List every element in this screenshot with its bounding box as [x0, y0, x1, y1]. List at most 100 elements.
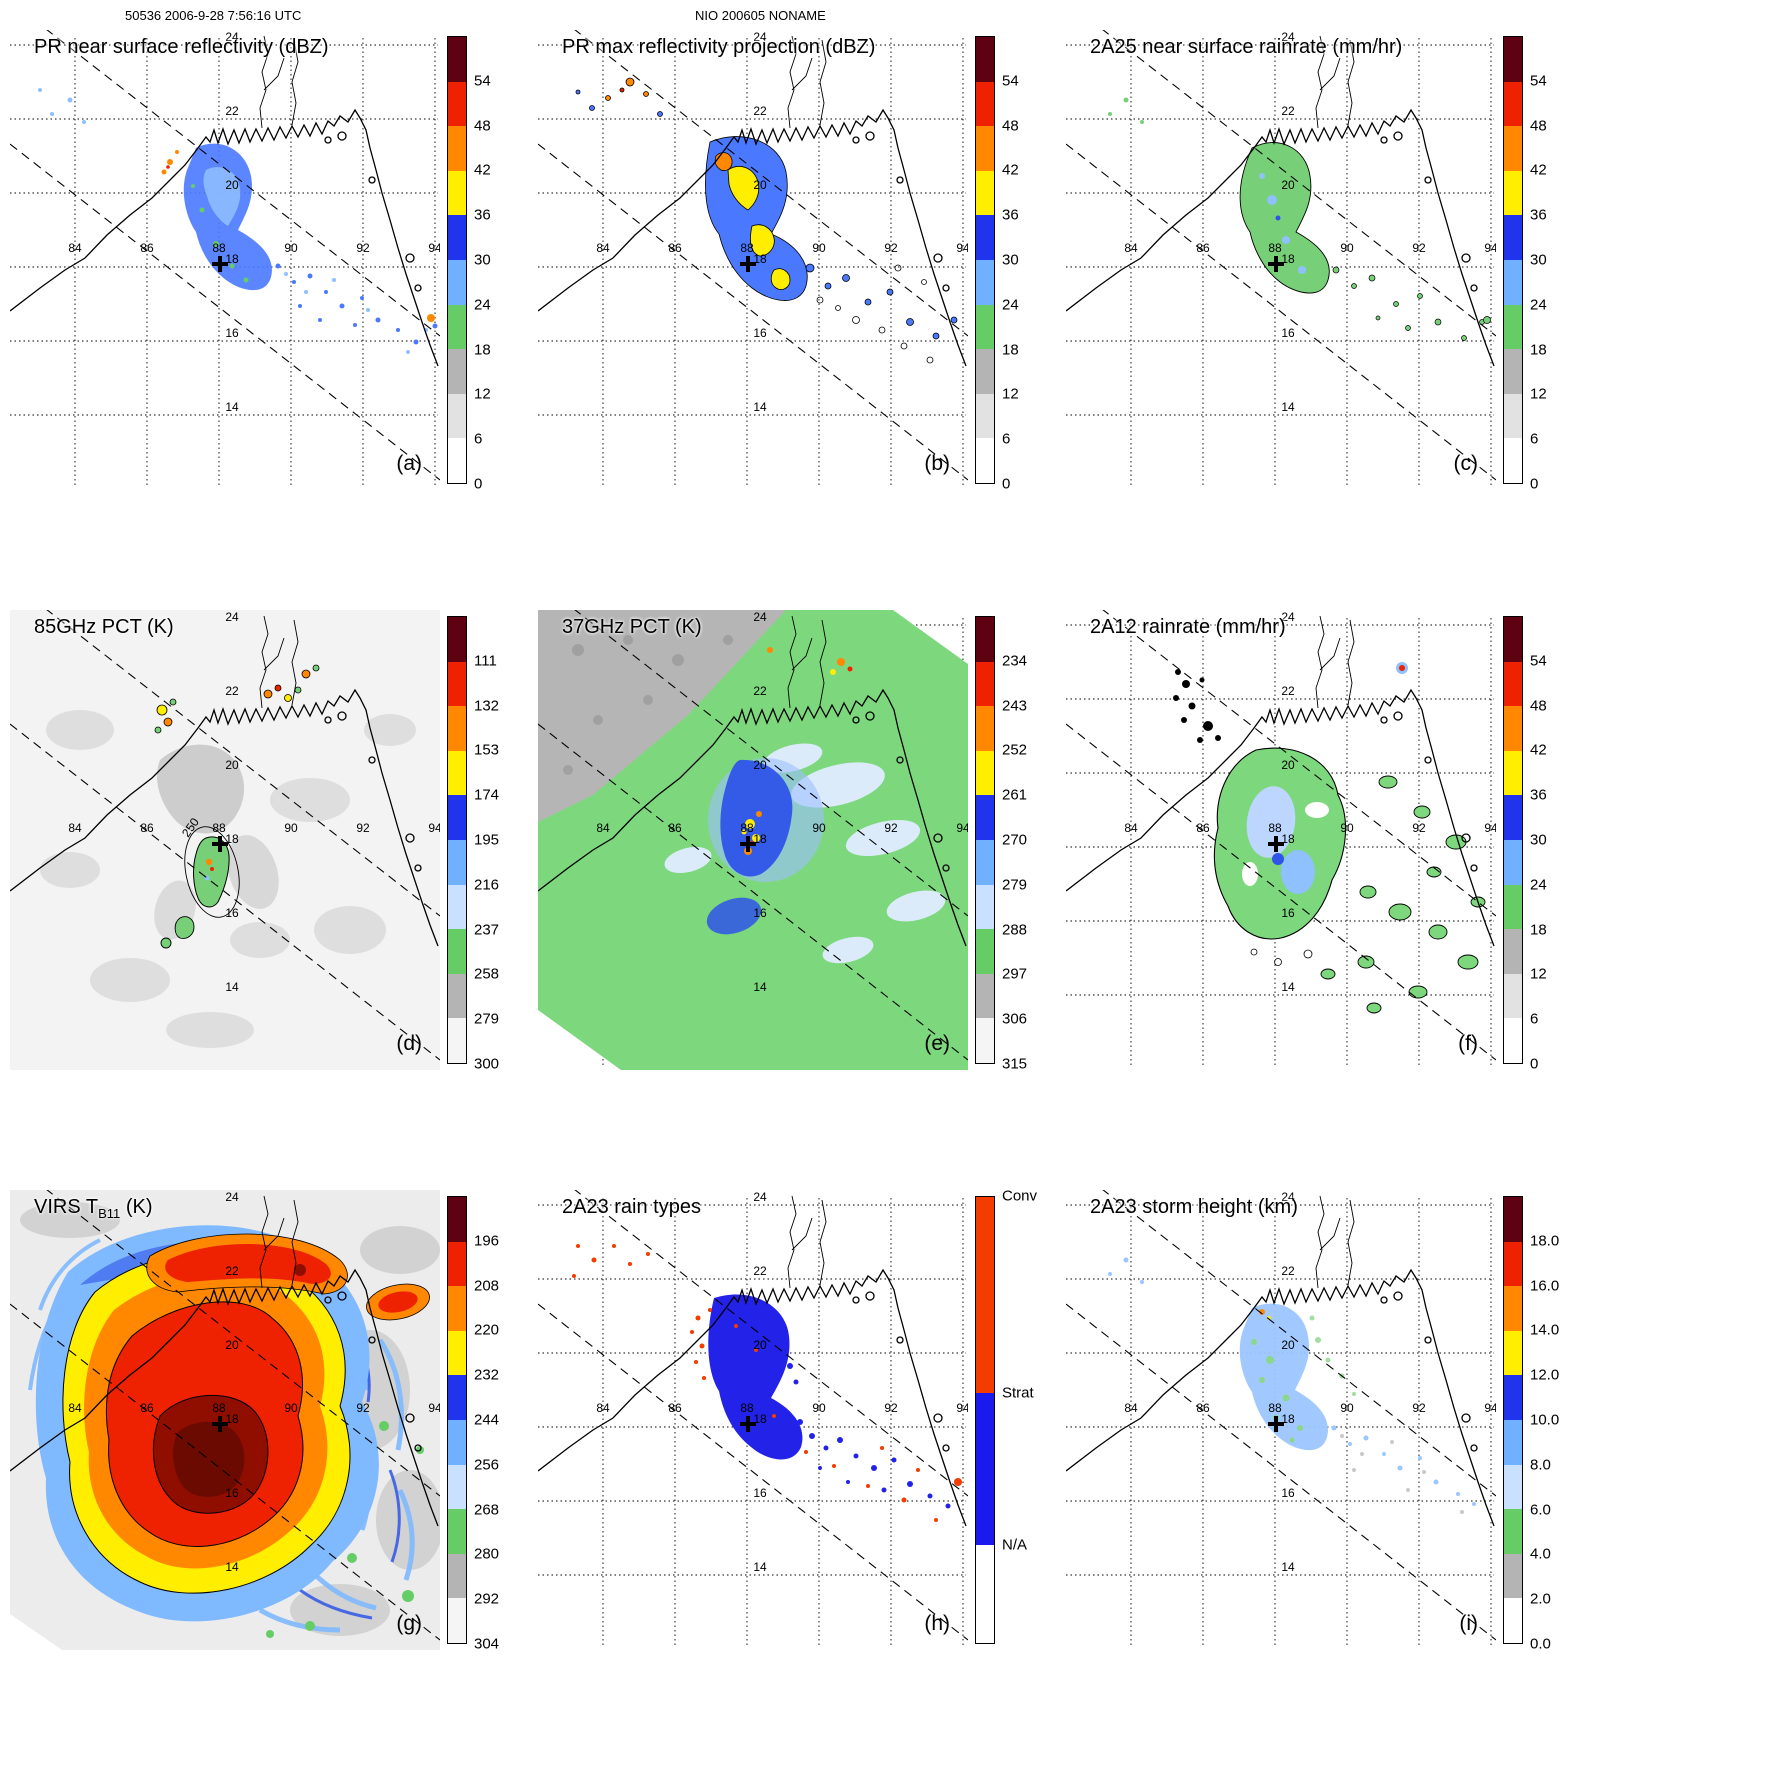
colorbar-tick: 8.0 [1530, 1456, 1551, 1474]
colorbar-segment [1504, 1375, 1522, 1420]
latitude-labels: 24 22 20 18 16 14 [1281, 30, 1295, 414]
colorbar-tick: 48 [474, 117, 491, 135]
colorbar-tick-labels: 196 208 220 232 244 256 268 280 292 304 [474, 1196, 532, 1652]
lon-label: 84 [68, 821, 82, 835]
panel-letter: (f) [1458, 1032, 1478, 1055]
colorbar-tick: 36 [1002, 206, 1019, 224]
panel-grid: 84 86 88 90 92 94 24 22 20 18 16 14 PR near surfac… [0, 30, 1771, 1770]
colorbar-tick-labels: 54 48 42 36 30 24 18 12 6 0 [1530, 616, 1588, 1072]
colorbar-segment [448, 1509, 466, 1554]
lat-label: 14 [225, 1560, 239, 1574]
colorbar-tick: 18 [1002, 341, 1019, 359]
lat-label: 24 [1281, 1190, 1295, 1204]
colorbar-segment [448, 393, 466, 439]
panel-letter: (g) [396, 1612, 422, 1635]
data-layer [38, 88, 438, 354]
colorbar-tick: 12 [1530, 385, 1547, 403]
latitude-labels: 24 22 20 18 16 14 [225, 1190, 239, 1574]
colorbar-segment [448, 884, 466, 930]
colorbar-tick: 12 [1002, 385, 1019, 403]
colorbar-segment [1504, 1464, 1522, 1510]
colorbar-scale [1503, 616, 1523, 1064]
colorbar-segment [976, 884, 994, 930]
colorbar-scale [447, 1196, 467, 1644]
colorbar-scale [975, 616, 995, 1064]
colorbar-segment [1504, 1598, 1522, 1643]
lat-label: 16 [225, 326, 239, 340]
lat-label: 20 [753, 758, 767, 772]
lat-label: 24 [753, 610, 767, 624]
colorbar-tick: 195 [474, 831, 500, 849]
colorbar-tick: 256 [474, 1456, 500, 1474]
colorbar-tick: 0 [1530, 1055, 1539, 1073]
lon-label: 90 [1340, 241, 1354, 255]
colorbar-segment [976, 259, 994, 305]
lon-label: 90 [1340, 821, 1354, 835]
lat-label: 16 [1281, 906, 1295, 920]
panel-title: VIRS TB11 (K) [34, 1196, 152, 1221]
colorbar-segment [448, 1286, 466, 1331]
colorbar-segment [448, 1375, 466, 1420]
lat-label: 22 [753, 104, 767, 118]
colorbar-tick: 12 [1530, 965, 1547, 983]
colorbar-tick: 252 [1002, 741, 1028, 759]
colorbar: 111 132 153 174 195 216 237 258 279 300 [447, 616, 533, 1073]
colorbar-segment [448, 617, 466, 662]
lon-label: 92 [1412, 1401, 1426, 1415]
colorbar-tick: 132 [474, 697, 500, 715]
panel-letter: (a) [396, 452, 422, 475]
lon-label: 88 [740, 241, 754, 255]
colorbar-segment [1504, 884, 1522, 930]
longitude-labels: 84 86 88 90 92 94 [1124, 821, 1496, 835]
colorbar-segment [976, 750, 994, 796]
colorbar-tick: 18 [474, 341, 491, 359]
lon-label: 84 [1124, 821, 1138, 835]
data-layer [572, 1244, 962, 1522]
colorbar-tick: 54 [1530, 72, 1547, 90]
lat-label: 22 [225, 104, 239, 118]
colorbar-tick: 4.0 [1530, 1545, 1551, 1563]
panel-title: 2A23 rain types [562, 1196, 701, 1218]
colorbar-tick: 0 [474, 475, 483, 493]
lon-label: 90 [284, 821, 298, 835]
panel-title: PR near surface reflectivity (dBZ) [34, 36, 329, 58]
panel-h: 84 86 88 90 92 94 24 22 20 18 16 14 2A23 rain type… [538, 1188, 1066, 1770]
lat-label: 20 [1281, 758, 1295, 772]
lat-label: 14 [753, 980, 767, 994]
colorbar-tick: 244 [474, 1411, 500, 1429]
colorbar-segment [448, 706, 466, 751]
lon-label: 90 [812, 821, 826, 835]
lon-label: 94 [956, 821, 968, 835]
map-area: 84 86 88 90 92 94 24 22 20 18 16 14 PR near surfac… [10, 30, 440, 490]
lat-label: 14 [753, 400, 767, 414]
colorbar-tick: 232 [474, 1366, 500, 1384]
panel-title: 85GHz PCT (K) [34, 616, 174, 638]
panel-letter: (c) [1453, 452, 1479, 475]
map-canvas: 84 86 88 90 92 94 24 22 20 18 16 14 [1066, 610, 1496, 1066]
colorbar-tick: 24 [1002, 296, 1019, 314]
lat-label: 22 [1281, 684, 1295, 698]
lon-label: 88 [212, 241, 226, 255]
lon-label: 92 [356, 1401, 370, 1415]
colorbar-tick: 6 [1530, 430, 1539, 448]
colorbar-tick: 24 [1530, 876, 1547, 894]
lat-label: 16 [1281, 1486, 1295, 1500]
colorbar-category-label: N/A [1002, 1536, 1028, 1554]
panel-d: 84 86 88 90 92 94 24 22 20 18 16 14 250 85GHz PCT … [10, 610, 538, 1190]
lat-label: 20 [753, 1338, 767, 1352]
colorbar-tick: 12 [474, 385, 491, 403]
colorbar-segment [448, 661, 466, 707]
lon-label: 86 [140, 1401, 154, 1415]
latitude-labels: 24 22 20 18 16 14 [753, 1190, 767, 1574]
map-canvas: 84 86 88 90 92 94 24 22 20 18 16 14 [538, 1190, 968, 1646]
lat-label: 18 [1281, 1412, 1295, 1426]
colorbar-scale [447, 616, 467, 1064]
lon-label: 84 [1124, 1401, 1138, 1415]
colorbar-segment [1504, 126, 1522, 171]
colorbar-tick: 6.0 [1530, 1501, 1551, 1519]
lon-label: 90 [284, 1401, 298, 1415]
lat-label: 20 [225, 758, 239, 772]
lat-label: 18 [225, 252, 239, 266]
colorbar-tick: 304 [474, 1635, 500, 1653]
colorbar-segment [1504, 170, 1522, 216]
